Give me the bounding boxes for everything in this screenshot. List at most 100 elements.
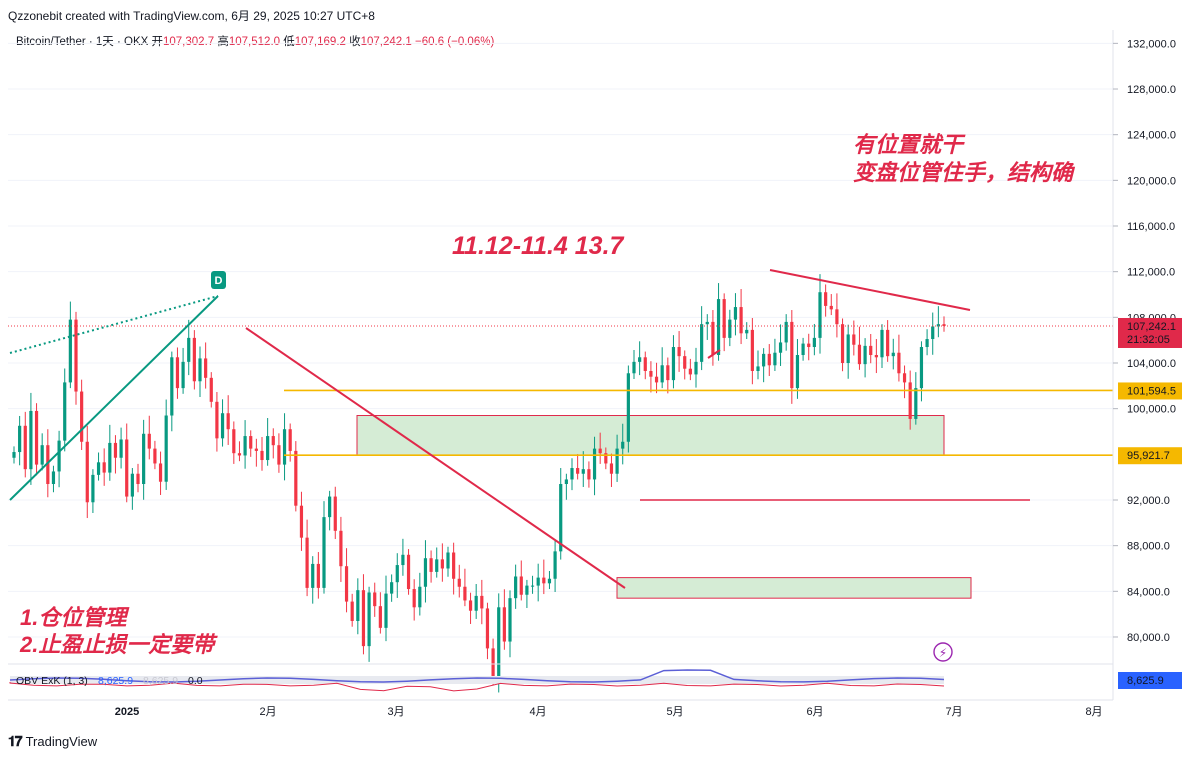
- obv-pane: OBV ExK (1, 3) 8,625.9 8,625.9 0.0 8,625.9: [8, 663, 1182, 692]
- annotation-position-management: 1.仓位管理: [20, 605, 130, 630]
- time-tick-label: 8月: [1085, 706, 1102, 718]
- candle-body: [130, 473, 134, 497]
- upper-demand-zone: [356, 415, 945, 456]
- candle-body: [750, 329, 754, 371]
- candle-body: [936, 324, 940, 327]
- obv-line: [9, 669, 945, 683]
- annotation-stop-loss: 2.止盈止损一定要带: [19, 632, 218, 657]
- candle-body: [209, 377, 213, 402]
- candle-body: [880, 329, 884, 358]
- candle-body: [288, 429, 292, 451]
- time-axis[interactable]: 2025 2月 3月 4月 5月 6月 7月 8月: [8, 699, 1113, 718]
- candle-body: [406, 554, 411, 590]
- lightning-icon: [933, 642, 953, 662]
- candle-body: [818, 292, 822, 338]
- tradingview-logo-icon: 𝟏𝟕: [8, 733, 23, 749]
- candle-body: [220, 413, 225, 439]
- price-tick-label: 120,000.0: [1127, 175, 1176, 187]
- candle-body: [198, 358, 202, 382]
- candle-body: [175, 357, 180, 389]
- candle-body: [840, 324, 845, 363]
- candle-body: [18, 425, 22, 453]
- price-tick-label: 132,000.0: [1127, 38, 1176, 50]
- chart-caption: Qzzonebit created with TradingView.com, …: [8, 9, 375, 23]
- candle-body: [829, 305, 833, 310]
- candle-body: [756, 366, 760, 371]
- candle-body: [254, 448, 258, 451]
- candle-body: [502, 607, 506, 642]
- candle-body: [192, 337, 196, 382]
- candle-body: [525, 585, 529, 595]
- candle-body: [142, 433, 146, 485]
- candle-body: [654, 376, 659, 383]
- candle-body: [119, 439, 123, 458]
- price-tag-countdown: 21:32:05: [1127, 334, 1170, 346]
- lower-demand-zone: [616, 577, 972, 599]
- candle-body: [468, 600, 473, 611]
- candle-body: [170, 357, 174, 416]
- candle-body: [440, 559, 444, 569]
- candle-body: [401, 554, 405, 566]
- candle-body: [598, 448, 602, 454]
- candle-body: [125, 439, 129, 497]
- candle-body: [361, 590, 366, 647]
- candle-body: [615, 448, 619, 474]
- candle-body: [136, 473, 140, 485]
- price-tag-label: 95,921.7: [1127, 450, 1170, 462]
- candle-body: [187, 337, 191, 362]
- candle-body: [530, 585, 535, 587]
- lightning-icon-glyph: ⚡: [939, 646, 947, 660]
- candle-body: [485, 608, 490, 649]
- candle-body: [271, 436, 275, 446]
- candle-body: [344, 566, 349, 602]
- low-label: 低: [283, 36, 295, 48]
- candle-body: [942, 324, 946, 326]
- price-tick-label: 88,000.0: [1127, 541, 1170, 553]
- price-tick-label: 84,000.0: [1127, 586, 1170, 598]
- candle-body: [452, 552, 456, 579]
- candle-body: [638, 357, 642, 362]
- candle-body: [559, 484, 563, 552]
- candle-body: [328, 496, 332, 518]
- candle-body: [51, 471, 56, 485]
- upper-trendline: [769, 269, 971, 311]
- price-axis[interactable]: 132,000.0 128,000.0 124,000.0 120,000.0 116,…: [1112, 30, 1182, 700]
- candle-body: [339, 530, 343, 567]
- candle-body: [874, 355, 878, 358]
- time-tick-label: 3月: [387, 706, 404, 718]
- candle-body: [643, 357, 647, 371]
- close-label: 收: [349, 36, 361, 48]
- candle-body: [824, 292, 828, 306]
- dotted-extension-line: [9, 295, 219, 354]
- candle-body: [113, 442, 118, 458]
- candle-body: [694, 361, 698, 375]
- candle-body: [350, 601, 354, 622]
- candle-body: [649, 370, 653, 377]
- price-tick-label: 124,000.0: [1127, 130, 1176, 142]
- candle-body: [891, 352, 895, 357]
- drawings: D⚡: [8, 269, 1113, 662]
- candle-body: [857, 344, 862, 365]
- price-tag: [1118, 447, 1182, 465]
- candle-body: [711, 321, 715, 356]
- candle-body: [835, 309, 839, 325]
- candle-body: [102, 462, 106, 473]
- candle-body: [683, 356, 687, 369]
- candle-body: [581, 469, 585, 474]
- symbol-legend: Bitcoin/Tether · 1天 · OKX 开107,302.7 高10…: [16, 33, 494, 49]
- candle-body: [204, 358, 208, 378]
- candle-body: [333, 496, 337, 531]
- candle-body: [739, 307, 743, 334]
- candle-body: [277, 445, 281, 465]
- candle-body: [846, 334, 850, 363]
- candle-body: [305, 537, 309, 588]
- candle-body: [249, 436, 253, 449]
- candle-body: [547, 578, 552, 584]
- candle-body: [604, 453, 608, 464]
- candle-body: [716, 299, 721, 356]
- symbol-name[interactable]: Bitcoin/Tether · 1天 · OKX: [16, 36, 149, 48]
- d-marker-badge: [211, 271, 226, 289]
- candle-body: [435, 559, 439, 572]
- candle-body: [429, 558, 433, 572]
